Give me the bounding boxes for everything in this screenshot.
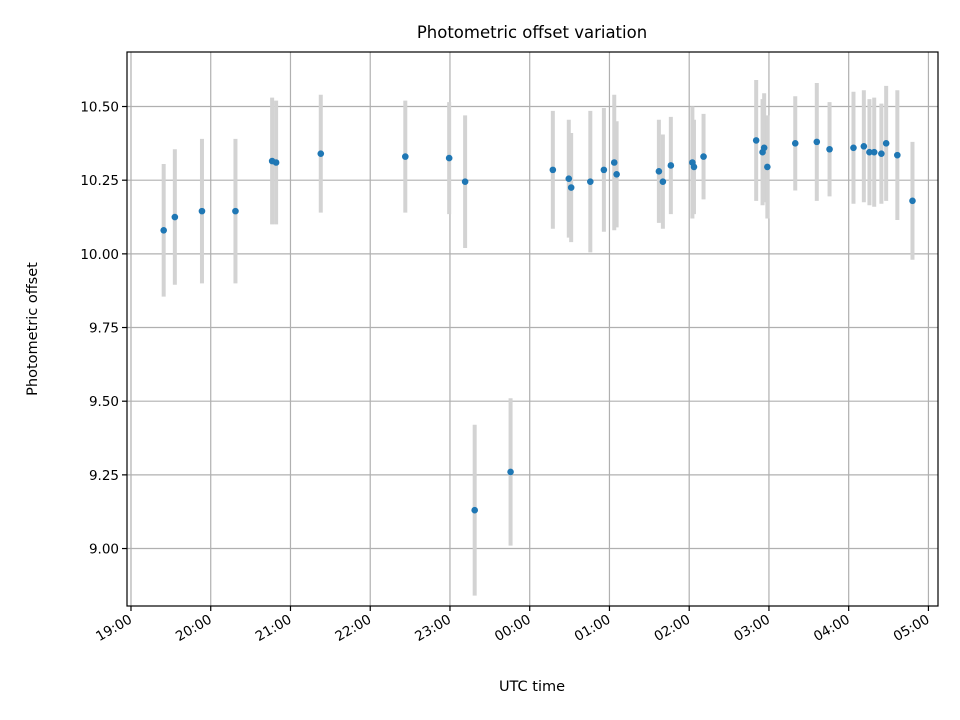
data-point <box>549 166 557 174</box>
y-tick-label: 10.25 <box>80 173 119 189</box>
data-point <box>752 137 760 144</box>
data-point <box>317 150 325 157</box>
data-point <box>667 162 675 169</box>
y-tick-label: 9.00 <box>89 542 119 558</box>
y-axis-label: Photometric offset <box>25 262 41 396</box>
data-point <box>764 163 771 171</box>
data-point <box>171 213 179 221</box>
data-point <box>198 207 206 215</box>
data-point <box>655 168 663 175</box>
data-point <box>587 178 594 185</box>
data-point <box>402 153 409 160</box>
data-point <box>160 226 167 234</box>
x-axis-label: UTC time <box>499 679 565 695</box>
data-point <box>909 197 916 205</box>
data-point <box>791 140 799 147</box>
data-point <box>567 184 575 191</box>
data-point <box>690 163 698 171</box>
data-point <box>866 148 873 156</box>
data-point <box>878 150 885 157</box>
plot-frame <box>126 51 939 607</box>
data-point <box>507 468 514 476</box>
data-point <box>445 154 453 162</box>
data-point <box>760 144 768 152</box>
data-point <box>659 178 667 185</box>
data-point <box>600 166 608 174</box>
data-point <box>700 153 707 160</box>
data-point <box>613 170 620 178</box>
data-point <box>882 140 890 147</box>
data-point <box>813 138 821 146</box>
data-point <box>610 159 618 166</box>
y-tick-label: 10.50 <box>80 100 119 116</box>
data-point <box>870 148 878 156</box>
y-tick-label: 9.50 <box>89 394 119 410</box>
data-point <box>565 175 573 183</box>
data-point <box>894 151 901 159</box>
chart-title: Photometric offset variation <box>417 23 647 42</box>
y-tick-label: 10.00 <box>80 247 119 263</box>
data-point <box>850 144 857 152</box>
data-point <box>826 145 833 153</box>
data-points <box>160 137 916 514</box>
data-point <box>461 178 469 185</box>
data-point <box>860 142 868 150</box>
data-point <box>471 506 478 514</box>
y-tick-label: 9.75 <box>89 321 119 337</box>
y-tick-label: 9.25 <box>89 468 119 484</box>
data-point <box>272 159 280 166</box>
data-point <box>232 207 239 215</box>
y-axis-ticks: 9.00 9.25 9.50 9.75 10.00 10.25 10.50 <box>80 100 127 558</box>
